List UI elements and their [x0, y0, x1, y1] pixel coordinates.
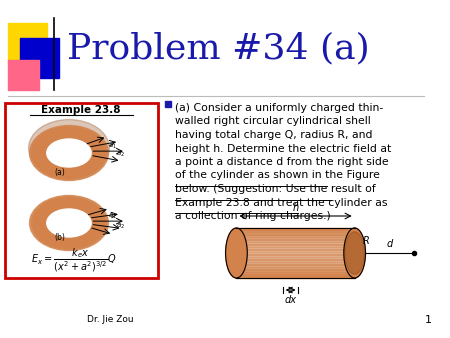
Ellipse shape [41, 204, 97, 242]
FancyBboxPatch shape [5, 103, 157, 278]
Text: dx: dx [284, 295, 297, 305]
Ellipse shape [33, 198, 104, 248]
Ellipse shape [30, 125, 108, 180]
Ellipse shape [40, 132, 99, 174]
Polygon shape [20, 38, 59, 78]
Text: h: h [292, 203, 299, 213]
Text: $a_1$: $a_1$ [108, 212, 117, 221]
Polygon shape [236, 248, 355, 250]
Polygon shape [236, 243, 355, 245]
Polygon shape [236, 245, 355, 248]
Text: $a_2$: $a_2$ [116, 150, 125, 159]
Text: Example 23.8 and treat the cylinder as: Example 23.8 and treat the cylinder as [176, 197, 388, 208]
Ellipse shape [43, 135, 94, 171]
Text: d: d [387, 239, 393, 249]
Ellipse shape [30, 195, 108, 250]
Polygon shape [236, 228, 355, 278]
Polygon shape [236, 263, 355, 266]
Polygon shape [236, 268, 355, 270]
Polygon shape [236, 233, 355, 236]
Polygon shape [236, 261, 355, 263]
Polygon shape [236, 236, 355, 238]
Ellipse shape [45, 207, 93, 240]
Ellipse shape [225, 228, 247, 278]
Ellipse shape [47, 139, 91, 167]
Text: (a) Consider a uniformly charged thin-: (a) Consider a uniformly charged thin- [176, 103, 383, 113]
Ellipse shape [37, 201, 100, 245]
Ellipse shape [40, 202, 99, 244]
Text: $E_x = \dfrac{k_e x}{(x^2+a^2)^{3/2}}Q$: $E_x = \dfrac{k_e x}{(x^2+a^2)^{3/2}}Q$ [31, 246, 117, 274]
Ellipse shape [37, 131, 100, 175]
Text: Problem #34 (a): Problem #34 (a) [67, 31, 370, 65]
Text: Example 23.8: Example 23.8 [41, 105, 121, 115]
Text: $a_1$: $a_1$ [108, 142, 117, 151]
Ellipse shape [32, 127, 106, 179]
Text: height h. Determine the electric field at: height h. Determine the electric field a… [176, 144, 392, 153]
Text: a point a distance d from the right side: a point a distance d from the right side [176, 157, 389, 167]
Polygon shape [236, 266, 355, 268]
Text: $a_2$: $a_2$ [116, 222, 125, 231]
Polygon shape [236, 258, 355, 261]
Ellipse shape [345, 232, 364, 274]
Text: (a): (a) [54, 168, 65, 177]
Text: of the cylinder as shown in the Figure: of the cylinder as shown in the Figure [176, 170, 380, 180]
Ellipse shape [43, 205, 94, 241]
Ellipse shape [47, 208, 90, 238]
Polygon shape [236, 250, 355, 253]
Ellipse shape [33, 128, 104, 178]
Ellipse shape [47, 209, 91, 237]
Text: (b): (b) [54, 233, 65, 242]
Polygon shape [236, 238, 355, 241]
Polygon shape [166, 101, 171, 107]
Ellipse shape [36, 200, 103, 246]
Text: Dr. Jie Zou: Dr. Jie Zou [87, 315, 134, 324]
Ellipse shape [32, 197, 106, 249]
Polygon shape [236, 241, 355, 243]
Ellipse shape [28, 120, 109, 176]
Text: walled right circular cylindrical shell: walled right circular cylindrical shell [176, 117, 371, 126]
Ellipse shape [41, 134, 97, 172]
Polygon shape [236, 253, 355, 256]
Ellipse shape [45, 137, 93, 169]
Text: below. (Suggestion: Use the result of: below. (Suggestion: Use the result of [176, 184, 376, 194]
Text: 1: 1 [424, 315, 432, 325]
Text: a collection of ring charges.): a collection of ring charges.) [176, 211, 331, 221]
Text: R: R [363, 236, 369, 246]
Ellipse shape [47, 138, 90, 168]
Polygon shape [8, 60, 40, 90]
Ellipse shape [344, 228, 365, 278]
Polygon shape [236, 256, 355, 258]
Text: having total charge Q, radius R, and: having total charge Q, radius R, and [176, 130, 373, 140]
Ellipse shape [36, 130, 103, 176]
Polygon shape [8, 23, 47, 63]
